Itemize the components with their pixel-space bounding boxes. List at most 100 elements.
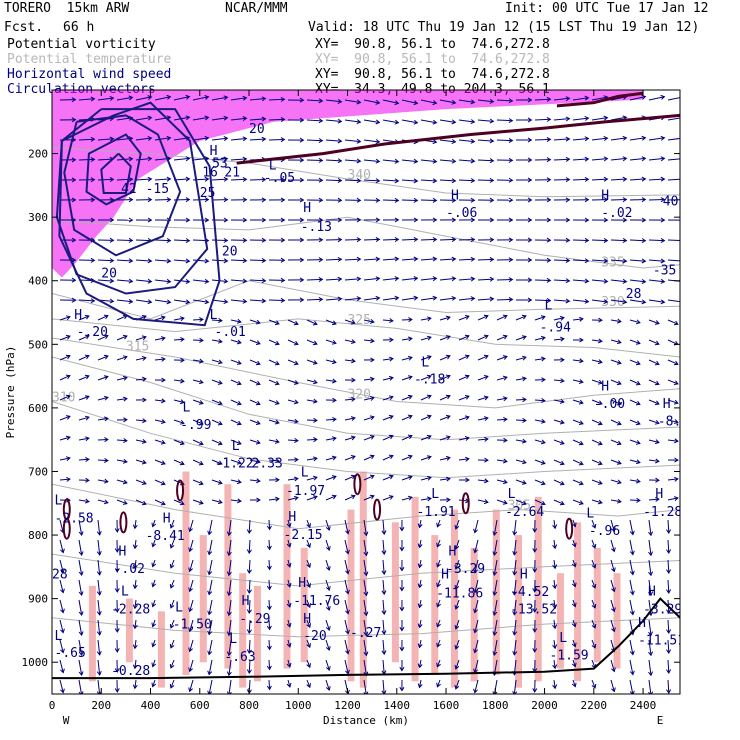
vector-arrowhead <box>426 374 432 380</box>
vector-arrowhead <box>445 394 451 400</box>
vector-arrowhead <box>546 177 552 183</box>
contour-annotation: -.06 <box>446 206 477 221</box>
vector-arrowhead <box>436 662 441 668</box>
vector-arrowhead <box>603 156 609 162</box>
vector-arrowhead <box>635 459 641 465</box>
vector-arrowhead <box>199 337 204 343</box>
circulation-vector <box>192 359 203 363</box>
vector-arrowhead <box>473 628 478 634</box>
vector-arrowhead <box>179 419 185 425</box>
circulation-vector <box>513 619 517 635</box>
circulation-vector <box>325 437 336 441</box>
vector-arrowhead <box>611 667 616 673</box>
vector-arrowhead <box>666 669 672 674</box>
vector-arrowhead <box>521 500 527 506</box>
vector-arrowhead <box>198 480 204 486</box>
vector-arrowhead <box>578 500 584 505</box>
vector-arrowhead <box>280 177 286 183</box>
circulation-vector <box>439 335 451 341</box>
vector-arrowhead <box>388 454 394 460</box>
contour-annotation: -2.15 <box>284 528 323 543</box>
vector-arrowhead <box>654 380 660 386</box>
x-tick-label: 2400 <box>630 699 657 712</box>
circulation-vector <box>401 476 413 481</box>
circulation-vector <box>189 539 194 552</box>
circulation-vector <box>493 619 498 636</box>
circulation-vector <box>648 137 665 141</box>
vector-arrowhead <box>90 177 96 183</box>
vector-arrowhead <box>417 543 423 549</box>
circulation-vector <box>228 619 232 636</box>
circulation-vector <box>458 99 475 103</box>
vector-arrowhead <box>552 544 558 550</box>
vector-arrowhead <box>363 691 369 694</box>
circulation-vector <box>629 439 641 444</box>
vector-arrowhead <box>188 627 193 633</box>
circulation-vector <box>306 159 323 161</box>
vector-arrowhead <box>280 237 286 243</box>
vector-arrowhead <box>266 545 272 551</box>
circulation-vector <box>667 419 679 423</box>
low-pv-streak <box>431 535 439 675</box>
circulation-vector <box>211 459 223 465</box>
contour-annotation: H <box>288 510 296 525</box>
circulation-vector <box>572 619 576 627</box>
circulation-vector <box>249 479 260 482</box>
circulation-vector <box>401 435 413 441</box>
plot-frame <box>51 89 681 695</box>
vector-arrowhead <box>90 157 96 163</box>
circulation-vector <box>344 339 356 343</box>
vector-arrowhead <box>255 400 261 406</box>
circulation-vector <box>496 459 507 462</box>
vector-arrowhead <box>261 278 267 284</box>
vector-arrowhead <box>318 138 324 144</box>
circulation-vector <box>211 259 228 262</box>
vector-arrowhead <box>313 437 318 443</box>
vector-arrowhead <box>617 498 622 504</box>
vector-arrowhead <box>306 623 311 629</box>
vector-arrowhead <box>223 217 229 223</box>
vector-arrowhead <box>584 258 590 264</box>
circulation-vector <box>173 338 184 341</box>
vector-arrowhead <box>532 688 538 693</box>
circulation-vector <box>135 259 152 262</box>
circulation-vector <box>458 179 475 182</box>
vector-arrowhead <box>641 217 647 223</box>
vector-arrowhead <box>489 296 495 302</box>
vector-arrowhead <box>598 317 603 323</box>
circulation-vector <box>228 659 232 676</box>
vector-arrowhead <box>274 320 280 326</box>
circulation-vector <box>553 659 556 669</box>
vector-arrowhead <box>312 475 318 481</box>
circulation-vector <box>228 579 232 596</box>
vector-arrowhead <box>128 95 134 101</box>
vector-arrowhead <box>104 416 109 422</box>
vector-arrowhead <box>114 648 120 653</box>
vector-arrowhead <box>454 624 460 630</box>
contour-annotation: -4.52 <box>510 585 549 600</box>
circulation-vector <box>629 199 646 201</box>
vector-arrowhead <box>185 115 191 121</box>
vector-arrowhead <box>616 359 622 365</box>
circulation-vector <box>344 619 349 634</box>
circulation-vector <box>154 239 171 242</box>
circulation-vector <box>648 199 665 201</box>
circulation-vector <box>306 539 311 548</box>
vector-arrowhead <box>432 236 438 243</box>
circulation-vector <box>591 579 596 589</box>
vector-arrowhead <box>363 531 369 537</box>
circulation-vector <box>325 418 336 421</box>
vector-arrowhead <box>375 276 381 282</box>
legend-wind: Horizontal wind speed <box>7 67 172 82</box>
vector-arrowhead <box>188 687 193 693</box>
circulation-vector <box>97 178 114 181</box>
circulation-vector <box>420 99 437 104</box>
vector-arrowhead <box>71 117 77 123</box>
vector-arrowhead <box>325 626 331 632</box>
circulation-vector <box>648 319 660 325</box>
circulation-vector <box>572 97 589 101</box>
circulation-vector <box>170 619 175 629</box>
circulation-vector <box>189 519 194 532</box>
vector-arrowhead <box>489 257 495 263</box>
circulation-vector <box>382 519 385 535</box>
